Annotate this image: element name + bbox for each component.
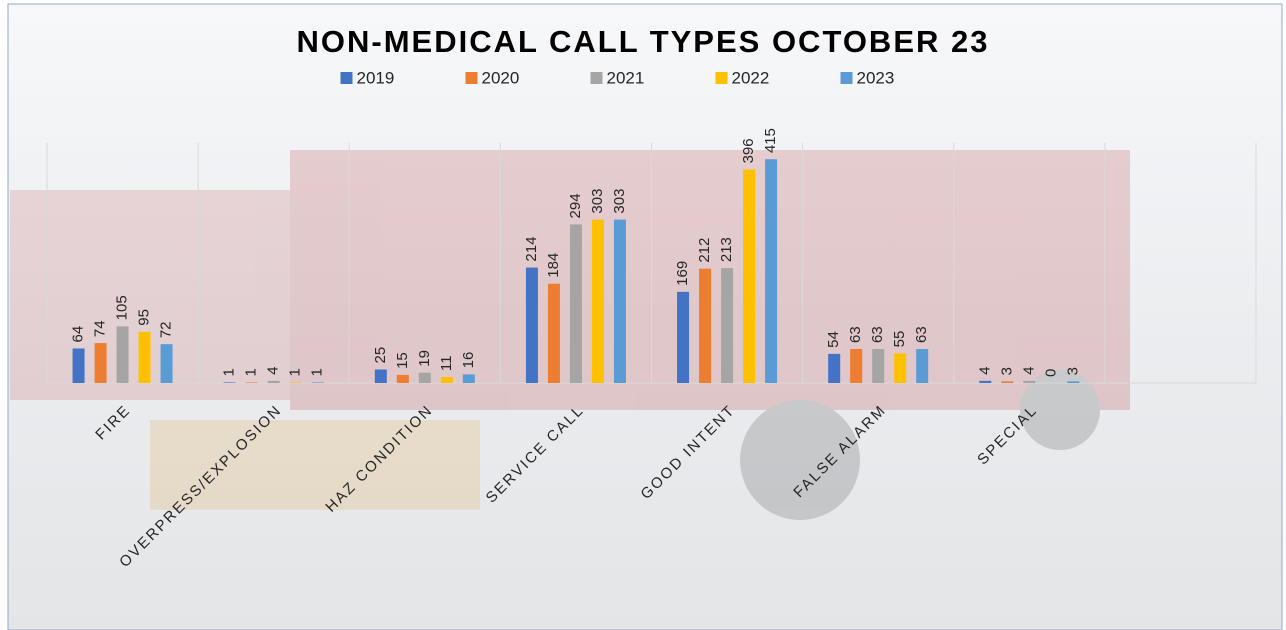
- data-label: 415: [762, 128, 779, 153]
- data-label: 303: [589, 189, 606, 214]
- data-label: 72: [158, 321, 175, 338]
- data-label: 169: [674, 261, 691, 286]
- bar: [1023, 380, 1036, 383]
- data-label: 294: [567, 193, 584, 218]
- bar: [311, 382, 324, 383]
- bar: [721, 268, 734, 383]
- data-label: 1: [309, 368, 326, 376]
- data-label: 95: [136, 309, 153, 326]
- bar: [547, 283, 560, 383]
- bar: [979, 380, 992, 383]
- legend-swatch: [590, 72, 603, 84]
- legend-swatch: [840, 72, 853, 84]
- data-label: 63: [913, 326, 930, 343]
- bar: [223, 382, 236, 383]
- data-label: 3: [998, 367, 1015, 375]
- bar: [894, 353, 907, 383]
- bar: [267, 380, 280, 383]
- bar: [440, 377, 453, 383]
- bar: [138, 331, 151, 383]
- data-label: 303: [611, 189, 628, 214]
- bar: [94, 343, 107, 383]
- photo-background: [7, 3, 1283, 630]
- legend-label: 2023: [857, 68, 895, 87]
- data-label: 55: [891, 331, 908, 348]
- bar: [916, 349, 929, 383]
- data-label: 25: [372, 347, 389, 364]
- data-label: 74: [92, 320, 109, 337]
- data-label: 4: [265, 366, 282, 374]
- legend-label: 2019: [357, 68, 395, 87]
- bar: [160, 344, 173, 383]
- legend-swatch: [715, 72, 728, 84]
- legend-label: 2022: [732, 68, 770, 87]
- bar: [569, 224, 582, 383]
- bar: [743, 169, 756, 383]
- data-label: 19: [416, 350, 433, 367]
- bar: [525, 267, 538, 383]
- data-label: 64: [70, 326, 87, 343]
- bar: [872, 349, 885, 383]
- data-label: 212: [696, 238, 713, 263]
- data-label: 1: [221, 368, 238, 376]
- bar: [72, 348, 85, 383]
- chart-title: NON-MEDICAL CALL TYPES OCTOBER 23: [297, 24, 990, 59]
- data-label: 184: [545, 253, 562, 278]
- bar: [1001, 381, 1014, 383]
- data-label: 214: [523, 237, 540, 262]
- data-label: 63: [847, 326, 864, 343]
- bar: [289, 382, 302, 383]
- bar: [396, 374, 409, 383]
- data-label: 105: [114, 295, 131, 320]
- bar: [613, 219, 626, 383]
- legend-label: 2021: [607, 68, 645, 87]
- data-label: 4: [1020, 366, 1037, 374]
- bar: [1067, 381, 1080, 383]
- data-label: 396: [740, 138, 757, 163]
- bar: [462, 374, 475, 383]
- data-label: 63: [869, 326, 886, 343]
- data-label: 4: [976, 366, 993, 374]
- data-label: 3: [1064, 367, 1081, 375]
- bar: [699, 268, 712, 383]
- data-label: 213: [718, 237, 735, 262]
- bar: [677, 291, 690, 383]
- legend-label: 2020: [482, 68, 520, 87]
- data-label: 0: [1042, 369, 1059, 377]
- data-label: 16: [460, 352, 477, 369]
- bar: [116, 326, 129, 383]
- bar: [765, 159, 778, 383]
- data-label: 54: [825, 331, 842, 348]
- data-label: 1: [287, 368, 304, 376]
- bar: [418, 372, 431, 383]
- bar: [850, 349, 863, 383]
- data-label: 15: [394, 352, 411, 369]
- data-label: 1: [243, 368, 260, 376]
- legend-swatch: [340, 72, 353, 84]
- bar: [591, 219, 604, 383]
- bar: [245, 382, 258, 383]
- data-label: 11: [438, 355, 455, 371]
- bar: [828, 353, 841, 383]
- bar: [374, 369, 387, 383]
- legend-swatch: [465, 72, 478, 84]
